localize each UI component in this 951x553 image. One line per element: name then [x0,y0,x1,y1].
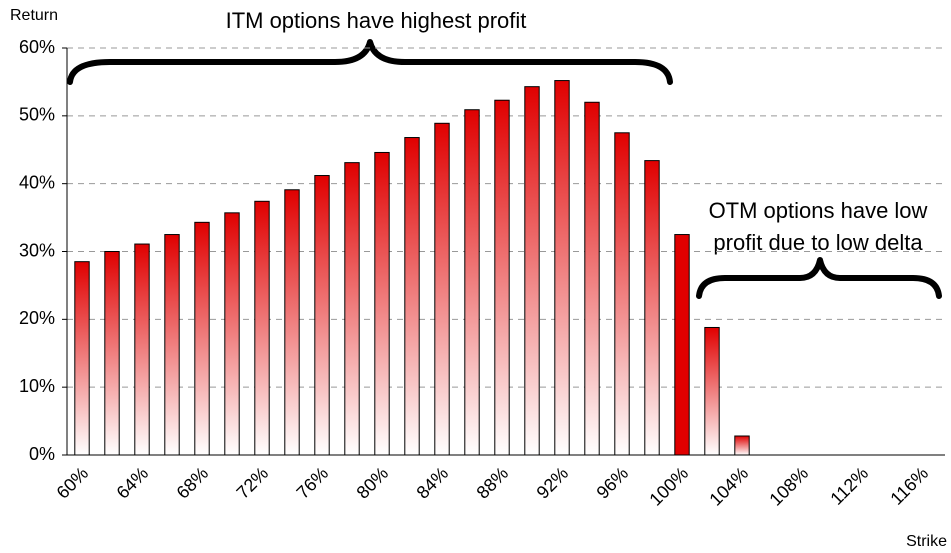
x-tick-label: 104% [705,463,752,510]
x-tick-label: 100% [645,463,692,510]
x-tick-label: 84% [413,463,453,503]
x-tick-label: 116% [886,463,932,509]
x-tick-label: 88% [473,463,513,503]
bar [704,326,720,456]
bar [494,99,510,456]
bar [164,234,180,456]
x-tick-label: 112% [826,463,872,509]
bar [554,80,570,456]
bar [734,435,750,456]
bar [644,160,660,456]
annotation: OTM options have low [709,198,928,223]
x-tick-label: 108% [765,463,812,510]
x-tick-label: 96% [593,463,633,503]
bar [584,101,600,456]
bar [344,162,360,456]
x-axis-label: Strike [906,533,947,550]
bar [134,243,150,456]
bar [464,109,480,456]
bar [104,251,120,456]
bar [284,189,300,456]
x-tick-label: 80% [353,463,393,503]
bar [614,132,630,456]
bar [524,86,540,456]
y-tick-label: 10% [19,376,55,396]
brace [696,257,942,299]
brace [67,39,673,85]
x-tick-label: 72% [233,463,273,503]
y-tick-label: 20% [19,308,55,328]
bar [434,122,450,456]
x-tick-label: 68% [173,463,213,503]
y-axis-label: Return [10,7,58,24]
y-tick-label: 40% [19,172,55,192]
y-tick-label: 50% [19,105,55,125]
y-tick-label: 30% [19,240,55,260]
annotation: profit due to low delta [713,230,923,255]
bar [254,200,270,456]
bar [194,221,210,456]
bar [224,212,240,456]
bar [314,175,330,456]
y-tick-label: 60% [19,37,55,57]
bar [404,137,420,456]
bar [374,151,390,456]
x-tick-label: 92% [533,463,573,503]
y-tick-label: 0% [29,444,55,464]
annotation: ITM options have highest profit [226,8,527,33]
x-tick-label: 64% [113,463,153,503]
bar [74,261,90,456]
bar [674,234,690,456]
x-tick-label: 76% [293,463,333,503]
x-tick-label: 60% [53,463,93,503]
